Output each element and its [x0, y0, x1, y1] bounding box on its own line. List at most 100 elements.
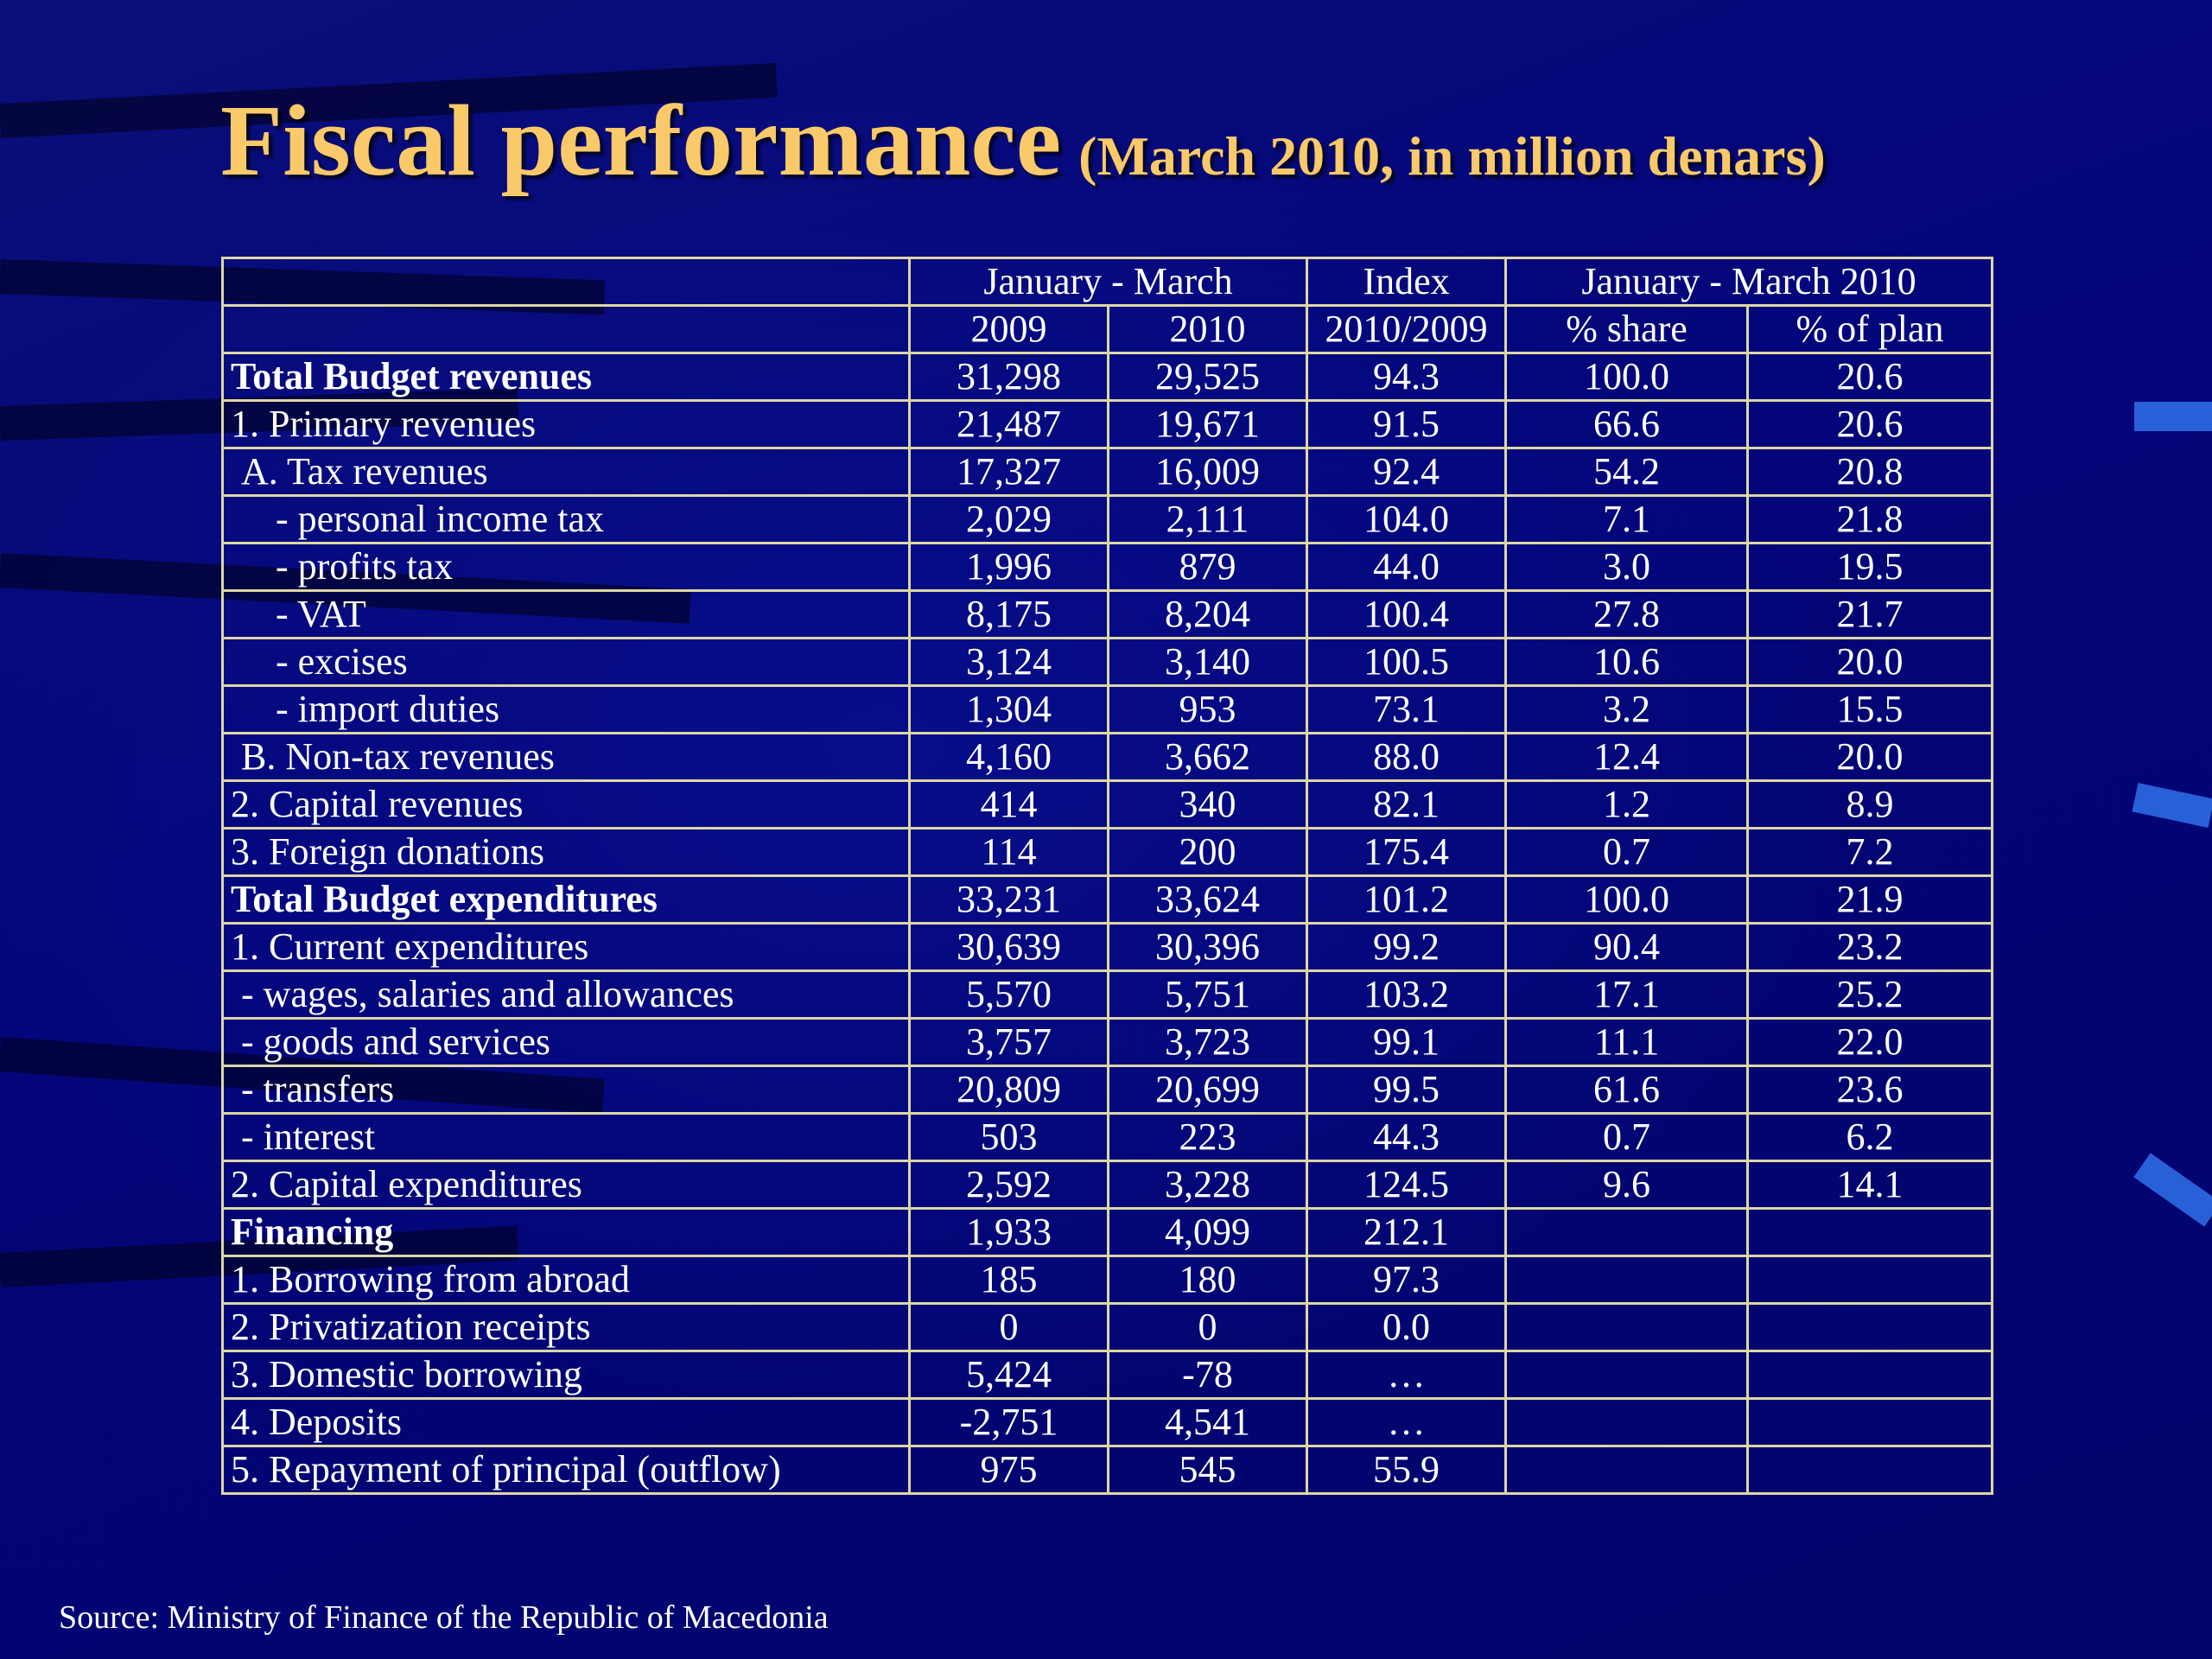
header-jan-mar-2010: January - March 2010	[1504, 257, 1994, 307]
table-row: Total Budget expenditures 33,231 33,624 101…	[221, 874, 1994, 925]
cell-index: 44.3	[1306, 1112, 1508, 1162]
cell-share: 27.8	[1504, 589, 1750, 639]
cell-index: 73.1	[1306, 684, 1508, 734]
table-row: Total Budget revenues 31,298 29,525 94.3 100…	[221, 352, 1994, 402]
row-label: 2. Capital revenues	[221, 779, 911, 830]
row-label: 3. Foreign donations	[221, 827, 911, 877]
cell-share: 9.6	[1504, 1160, 1750, 1210]
cell-v2009: 975	[908, 1445, 1109, 1495]
cell-v2010: 879	[1106, 542, 1309, 592]
cell-share: 100.0	[1504, 874, 1750, 925]
cell-share: 17.1	[1504, 969, 1750, 1020]
row-label: - profits tax	[221, 542, 911, 592]
cell-plan: 15.5	[1746, 684, 1994, 734]
cell-v2010: 30,396	[1106, 922, 1309, 972]
cell-v2010: 8,204	[1106, 589, 1309, 639]
table-row: A. Tax revenues 17,327 16,009 92.4 54.2 20.8	[221, 447, 1994, 497]
row-label: 4. Deposits	[221, 1397, 911, 1447]
cell-v2009: 1,304	[908, 684, 1109, 734]
cell-plan	[1746, 1207, 1994, 1257]
table-row: - personal income tax 2,029 2,111 104.0 7.1 2…	[221, 494, 1994, 544]
cell-v2009: 17,327	[908, 447, 1109, 497]
table-row: 5. Repayment of principal (outflow) 975 54…	[221, 1445, 1994, 1495]
cell-index: …	[1306, 1350, 1508, 1400]
cell-plan: 22.0	[1746, 1017, 1994, 1067]
cell-index: 92.4	[1306, 447, 1508, 497]
cell-v2009: 20,809	[908, 1065, 1109, 1115]
cell-plan: 7.2	[1746, 827, 1994, 877]
cell-plan: 23.6	[1746, 1065, 1994, 1115]
table-row: - goods and services 3,757 3,723 99.1 11.1 22…	[221, 1017, 1994, 1067]
cell-v2009: 414	[908, 779, 1109, 830]
table-row: B. Non-tax revenues 4,160 3,662 88.0 12.4 20.…	[221, 732, 1994, 782]
title-main: Fiscal performance	[220, 84, 1062, 197]
cell-share: 11.1	[1504, 1017, 1750, 1067]
cell-v2009: 1,996	[908, 542, 1109, 592]
cell-index: 103.2	[1306, 969, 1508, 1020]
cell-index: …	[1306, 1397, 1508, 1447]
cell-share	[1504, 1302, 1750, 1352]
cell-share	[1504, 1397, 1750, 1447]
row-label: - interest	[221, 1112, 911, 1162]
cell-index: 91.5	[1306, 399, 1508, 449]
row-label: - VAT	[221, 589, 911, 639]
row-label: Total Budget revenues	[221, 352, 911, 402]
cell-index: 175.4	[1306, 827, 1508, 877]
cell-v2010: 953	[1106, 684, 1309, 734]
cell-index: 44.0	[1306, 542, 1508, 592]
cell-v2010: 545	[1106, 1445, 1309, 1495]
cell-share: 0.7	[1504, 827, 1750, 877]
cell-v2010: 4,541	[1106, 1397, 1309, 1447]
row-label: 1. Current expenditures	[221, 922, 911, 972]
header-jan-mar: January - March	[907, 257, 1309, 307]
cell-v2010: 3,662	[1106, 732, 1309, 782]
cell-v2010: 3,140	[1106, 637, 1309, 687]
table-row: Financing 1,933 4,099 212.1	[221, 1207, 1994, 1257]
cell-plan: 21.8	[1746, 494, 1994, 544]
cell-v2009: 3,757	[908, 1017, 1109, 1067]
cell-v2010: 223	[1106, 1112, 1309, 1162]
cell-index: 55.9	[1306, 1445, 1508, 1495]
cell-share	[1504, 1255, 1750, 1305]
cell-v2010: 3,723	[1106, 1017, 1309, 1067]
cell-share: 3.2	[1504, 684, 1750, 734]
cell-index: 97.3	[1306, 1255, 1508, 1305]
cell-share: 3.0	[1504, 542, 1750, 592]
cell-index: 101.2	[1306, 874, 1508, 925]
cell-share: 7.1	[1504, 494, 1750, 544]
fiscal-table: January - March Index January - March 20…	[221, 257, 1994, 1495]
table-row: - wages, salaries and allowances 5,570 5,7…	[221, 969, 1994, 1020]
row-label: 5. Repayment of principal (outflow)	[221, 1445, 911, 1495]
row-label: 1. Borrowing from abroad	[221, 1255, 911, 1305]
cell-v2009: 114	[908, 827, 1109, 877]
table-row: 3. Domestic borrowing 5,424 -78…	[221, 1350, 1994, 1400]
cell-plan: 21.7	[1746, 589, 1994, 639]
cell-v2010: 33,624	[1106, 874, 1309, 925]
row-label: - excises	[221, 637, 911, 687]
row-label: 2. Capital expenditures	[221, 1160, 911, 1210]
cell-v2009: 0	[908, 1302, 1109, 1352]
cell-share: 12.4	[1504, 732, 1750, 782]
cell-plan	[1746, 1350, 1994, 1400]
cell-v2010: 0	[1106, 1302, 1309, 1352]
table-row: - VAT 8,175 8,204 100.4 27.8 21.7	[221, 589, 1994, 639]
row-label: 2. Privatization receipts	[221, 1302, 911, 1352]
cell-plan	[1746, 1255, 1994, 1305]
cell-plan: 25.2	[1746, 969, 1994, 1020]
cell-v2009: 21,487	[908, 399, 1109, 449]
row-label: Financing	[221, 1207, 911, 1257]
cell-share: 54.2	[1504, 447, 1750, 497]
cell-plan: 20.6	[1746, 352, 1994, 402]
cell-share: 10.6	[1504, 637, 1750, 687]
header-cell-empty	[221, 304, 911, 354]
cell-v2009: 33,231	[908, 874, 1109, 925]
cell-share: 100.0	[1504, 352, 1750, 402]
table-row: - import duties 1,304 953 73.1 3.2 15.5	[221, 684, 1994, 734]
cell-v2009: 1,933	[908, 1207, 1109, 1257]
table-header-row: January - March Index January - March 20…	[221, 257, 1994, 307]
cell-share: 66.6	[1504, 399, 1750, 449]
table-row: 2. Privatization receipts 0 0 0.0	[221, 1302, 1994, 1352]
table-row: - interest 503 223 44.3 0.7 6.2	[221, 1112, 1994, 1162]
cell-index: 100.4	[1306, 589, 1508, 639]
header-share: % share	[1504, 304, 1750, 354]
